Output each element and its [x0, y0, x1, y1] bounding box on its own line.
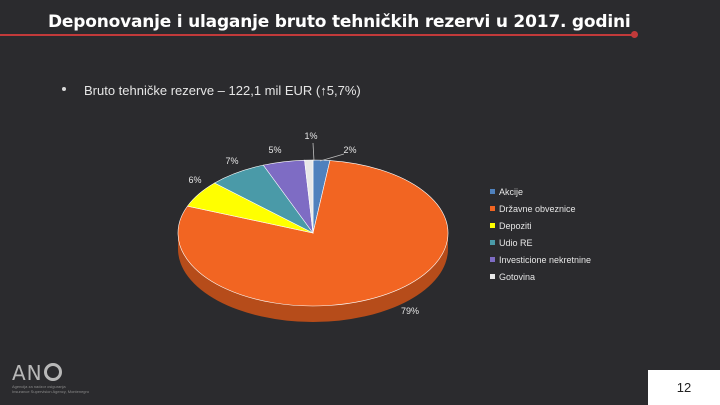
- pie-slice-side-1: [178, 233, 448, 322]
- legend-item: Investicione nekretnine: [490, 251, 591, 268]
- chart-legend: Akcije Državne obveznice Depoziti Udio RE In…: [490, 183, 591, 285]
- logo-subtitle-1: Agencija za nadzor osiguranja: [12, 384, 66, 389]
- bullet-text: Bruto tehničke rezerve – 122,1 mil EUR (…: [84, 83, 361, 98]
- page-number: 12: [648, 370, 720, 405]
- agency-logo: AN Agencija za nadzor osiguranja Insuran…: [12, 362, 92, 398]
- legend-swatch: [490, 274, 495, 279]
- legend-label: Gotovina: [499, 271, 536, 282]
- slide-title: Deponovanje i ulaganje bruto tehničkih r…: [48, 12, 631, 32]
- legend-swatch: [490, 206, 495, 211]
- legend-swatch: [490, 240, 495, 245]
- legend-swatch: [490, 189, 495, 194]
- data-label-3: 7%: [225, 156, 238, 166]
- legend-label: Investicione nekretnine: [499, 254, 592, 265]
- legend-item: Državne obveznice: [490, 200, 591, 217]
- legend-item: Akcije: [490, 183, 591, 200]
- legend-swatch: [490, 257, 495, 262]
- legend-item: Udio RE: [490, 234, 591, 251]
- leader-line-0: [319, 153, 345, 162]
- bullet-marker: [62, 87, 66, 91]
- logo-subtitle-2: Insurance Supervision Agency, Montenegro: [12, 389, 90, 394]
- data-label-0: 2%: [343, 145, 356, 155]
- title-underline: [0, 34, 634, 36]
- data-label-2: 6%: [188, 175, 201, 185]
- legend-label: Državne obveznice: [499, 203, 576, 214]
- logo-mark: AN: [12, 361, 43, 385]
- legend-item: Gotovina: [490, 268, 591, 285]
- legend-label: Udio RE: [499, 237, 533, 248]
- data-label-5: 1%: [304, 131, 317, 141]
- title-underline-dot: [631, 31, 638, 38]
- leader-line-5: [312, 142, 315, 162]
- legend-swatch: [490, 223, 495, 228]
- data-label-4: 5%: [268, 145, 281, 155]
- legend-item: Depoziti: [490, 217, 591, 234]
- legend-label: Depoziti: [499, 220, 532, 231]
- pie-slice-gotovina: [304, 159, 314, 234]
- data-label-1: 79%: [401, 306, 419, 316]
- legend-label: Akcije: [499, 186, 524, 197]
- logo-ring-icon: [43, 363, 62, 381]
